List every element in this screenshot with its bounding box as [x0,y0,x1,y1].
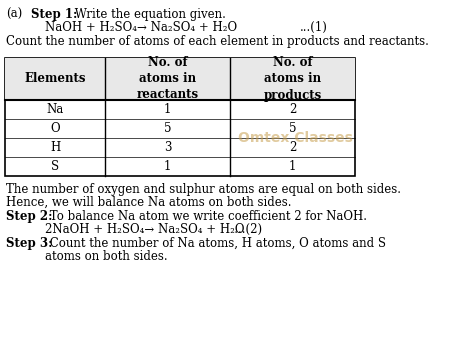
Text: ...(2): ...(2) [223,223,262,236]
Text: No. of
atoms in
products: No. of atoms in products [264,56,322,101]
Text: Step 1:: Step 1: [31,8,77,21]
Text: Omtex Classes: Omtex Classes [237,131,353,145]
Text: 5: 5 [164,122,171,135]
Text: Count the number of atoms of each element in products and reactants.: Count the number of atoms of each elemen… [6,35,429,48]
Text: Write the equation given.: Write the equation given. [71,8,226,21]
Text: ...(1): ...(1) [300,21,328,34]
Text: 2: 2 [289,141,296,154]
Text: 1: 1 [289,160,296,173]
Text: 1: 1 [164,103,171,116]
Text: To balance Na atom we write coefficient 2 for NaOH.: To balance Na atom we write coefficient … [46,210,367,223]
Text: No. of
atoms in
reactants: No. of atoms in reactants [137,56,199,101]
Text: 5: 5 [289,122,296,135]
Text: 1: 1 [164,160,171,173]
Text: The number of oxygen and sulphur atoms are equal on both sides.: The number of oxygen and sulphur atoms a… [6,183,401,196]
Text: Na: Na [46,103,64,116]
Text: Step 2:: Step 2: [6,210,53,223]
Text: H: H [50,141,60,154]
Text: Elements: Elements [24,72,86,86]
Text: atoms on both sides.: atoms on both sides. [45,250,168,263]
Text: NaOH + H₂SO₄→ Na₂SO₄ + H₂O: NaOH + H₂SO₄→ Na₂SO₄ + H₂O [45,21,237,34]
Text: 3: 3 [164,141,171,154]
Text: Hence, we will balance Na atoms on both sides.: Hence, we will balance Na atoms on both … [6,196,292,209]
Text: 2: 2 [289,103,296,116]
Text: O: O [50,122,60,135]
Bar [5,58,355,176]
Text: (a): (a) [6,8,22,21]
Text: Count the number of Na atoms, H atoms, O atoms and S: Count the number of Na atoms, H atoms, O… [46,237,386,250]
Bar [5,58,355,100]
Text: 2NaOH + H₂SO₄→ Na₂SO₄ + H₂O: 2NaOH + H₂SO₄→ Na₂SO₄ + H₂O [45,223,245,236]
Text: S: S [51,160,59,173]
Text: Step 3:: Step 3: [6,237,53,250]
